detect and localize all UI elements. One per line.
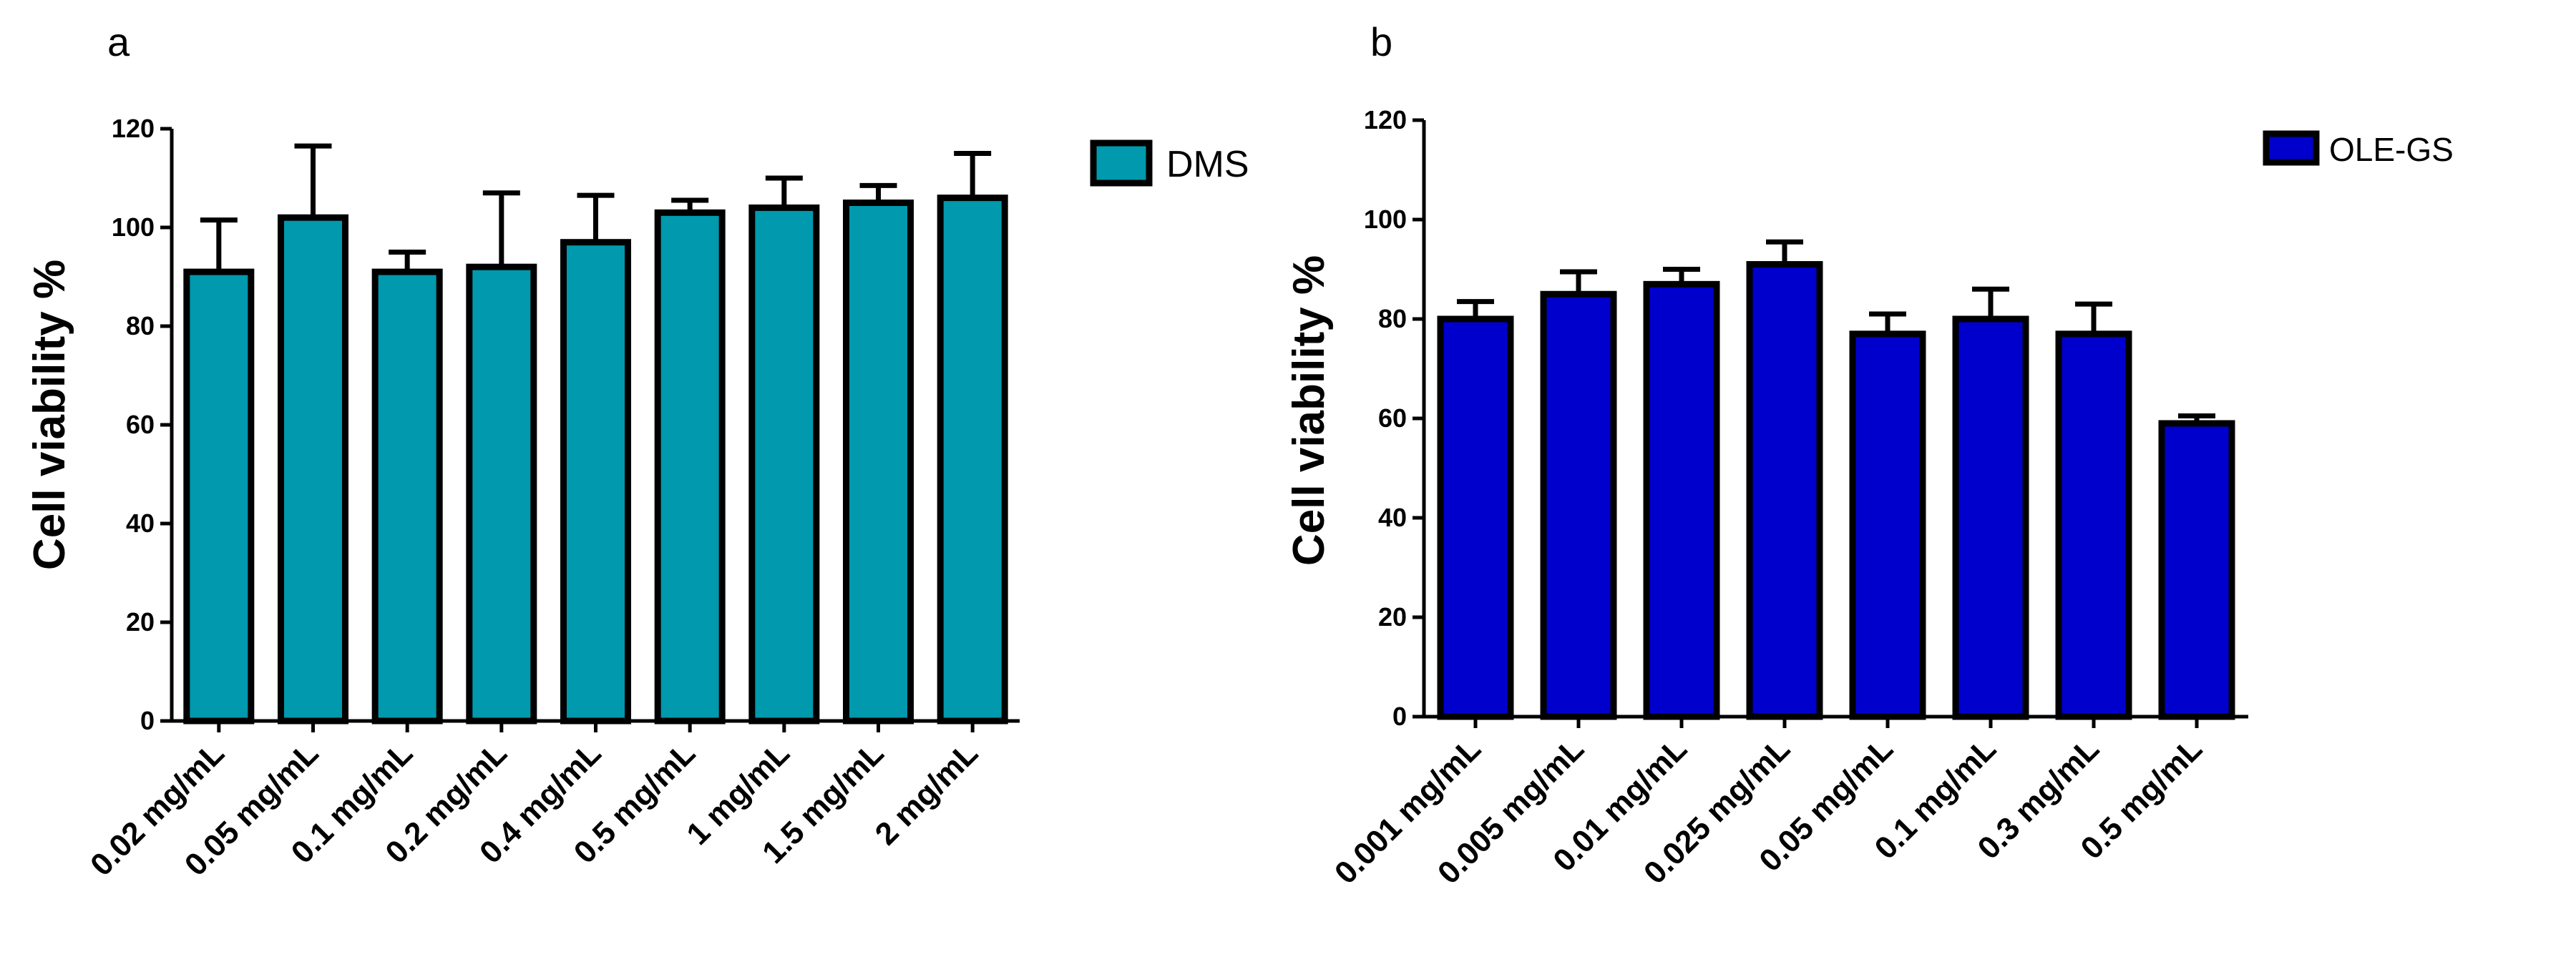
bar-a <box>937 195 1008 725</box>
bar-b <box>1849 330 1926 720</box>
bar-a <box>278 214 348 725</box>
legend-a: DMS <box>1090 139 1249 187</box>
y-tick-label-b: 20 <box>1378 602 1407 632</box>
panel-label-b: b <box>1370 19 1392 64</box>
y-tick-label-a: 80 <box>126 311 155 340</box>
y-tick-label-b: 80 <box>1378 304 1407 333</box>
y-axis-label-a: Cell viability % <box>25 260 74 570</box>
panel-a-chart: a Cell viability % DMS 0204060801001200.… <box>25 19 1249 883</box>
legend-b: OLE-GS <box>2263 130 2454 168</box>
legend-label-b: OLE-GS <box>2329 131 2454 168</box>
y-tick-label-b: 0 <box>1392 702 1407 731</box>
bar-b <box>2055 330 2132 720</box>
y-tick-label-b: 100 <box>1364 205 1407 234</box>
bar-b <box>1540 290 1617 720</box>
bar-b <box>2158 420 2235 720</box>
y-axis-label-b: Cell viability % <box>1284 255 1334 566</box>
bar-b <box>1952 315 2029 720</box>
y-tick-label-a: 40 <box>126 509 155 538</box>
y-tick-label-b: 120 <box>1364 105 1407 134</box>
y-tick-label-b: 40 <box>1378 503 1407 532</box>
y-tick-label-a: 20 <box>126 607 155 637</box>
bar-a <box>748 204 820 725</box>
y-tick-label-a: 0 <box>140 706 155 735</box>
bar-b <box>1437 315 1514 720</box>
bar-a <box>183 268 255 725</box>
y-tick-label-a: 60 <box>126 410 155 439</box>
legend-swatch-a <box>1090 139 1153 187</box>
bar-b <box>1643 280 1720 720</box>
panel-b-chart: b Cell viability % OLE-GS 0 20 40 60 80 100 12… <box>1284 19 2454 891</box>
legend-swatch-b <box>2263 130 2320 166</box>
bar-a <box>466 263 537 725</box>
y-tick-label-a: 100 <box>112 212 155 242</box>
y-tick-label-b: 60 <box>1378 403 1407 433</box>
bar-a <box>654 209 726 725</box>
bar-a <box>371 268 443 725</box>
panel-label-a: a <box>107 19 130 64</box>
bar-b <box>1746 261 1823 720</box>
y-tick-label-a: 120 <box>112 114 155 143</box>
x-category-label-a: 2 mg/mL <box>869 735 985 852</box>
bar-a <box>843 200 914 725</box>
legend-label-a: DMS <box>1166 144 1249 185</box>
bar-a <box>560 239 631 725</box>
